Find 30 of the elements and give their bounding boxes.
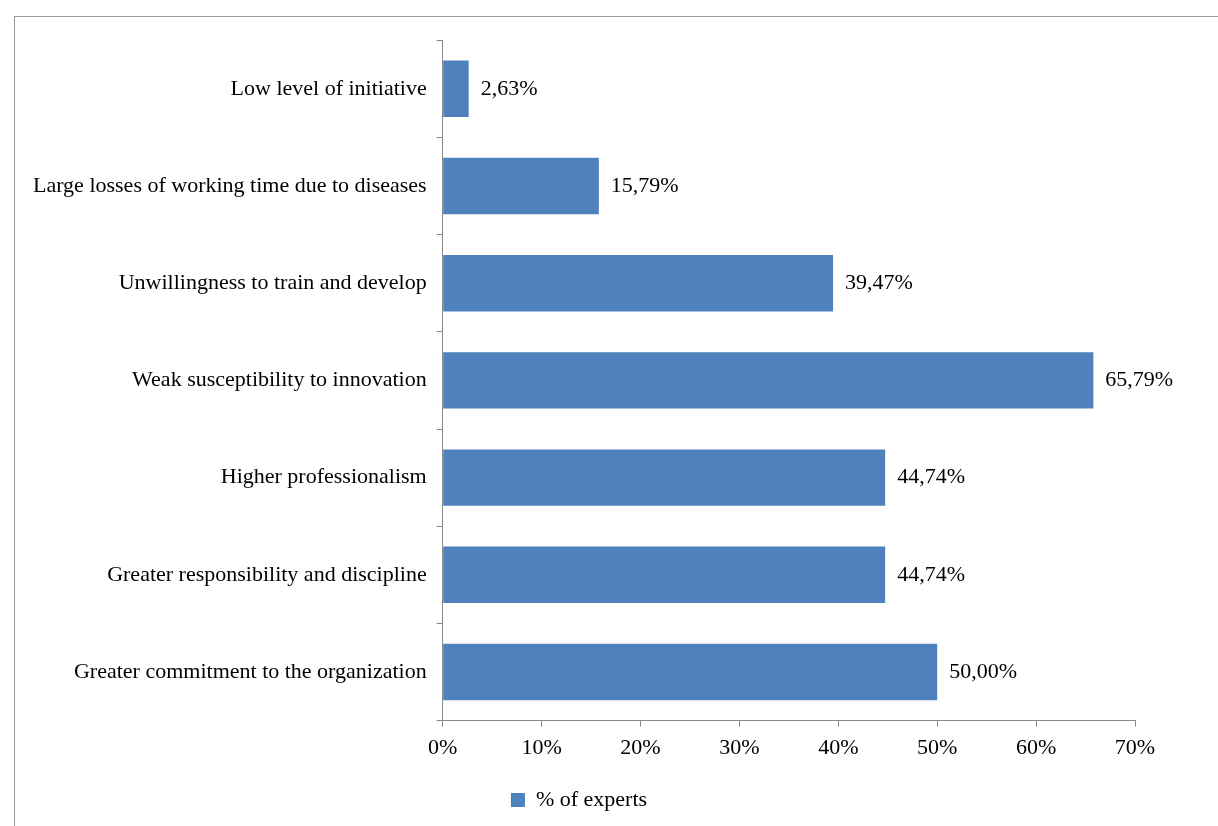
- y-tick-label: Weak susceptibility to innovation: [132, 366, 427, 392]
- x-tick-label: 20%: [620, 733, 661, 759]
- x-tick-label: 10%: [521, 733, 562, 759]
- x-tick-label: 0%: [428, 733, 458, 759]
- x-tick-label: 70%: [1114, 733, 1156, 759]
- data-label: 39,47%: [845, 268, 913, 294]
- y-tick-label: Low level of initiative: [230, 74, 427, 100]
- y-tick-label: Higher professionalism: [220, 463, 427, 489]
- bar: [443, 157, 599, 215]
- y-tick-label: Unwillingness to train and develop: [118, 268, 427, 294]
- data-label: 50,00%: [949, 657, 1018, 683]
- x-tick-label: 50%: [917, 733, 958, 759]
- bar: [443, 255, 834, 312]
- x-tick-label: 30%: [719, 733, 760, 759]
- x-tick-label: 40%: [818, 733, 859, 759]
- data-label: 15,79%: [610, 171, 679, 197]
- y-tick-label: Greater responsibility and discipline: [107, 560, 427, 586]
- data-label: 65,79%: [1105, 366, 1174, 392]
- y-tick-label: Greater commitment to the organization: [73, 657, 427, 683]
- bar: [443, 352, 1094, 409]
- bar: [443, 60, 469, 117]
- bar: [443, 643, 938, 701]
- data-label: 44,74%: [897, 560, 965, 586]
- legend-label: % of experts: [535, 785, 648, 811]
- data-label: 2,63%: [480, 74, 538, 100]
- x-tick-label: 60%: [1015, 733, 1057, 759]
- bar: [443, 546, 886, 603]
- y-tick-label: Large losses of working time due to diseases: [32, 171, 427, 197]
- bar: [443, 449, 886, 506]
- data-label: 44,74%: [897, 463, 965, 489]
